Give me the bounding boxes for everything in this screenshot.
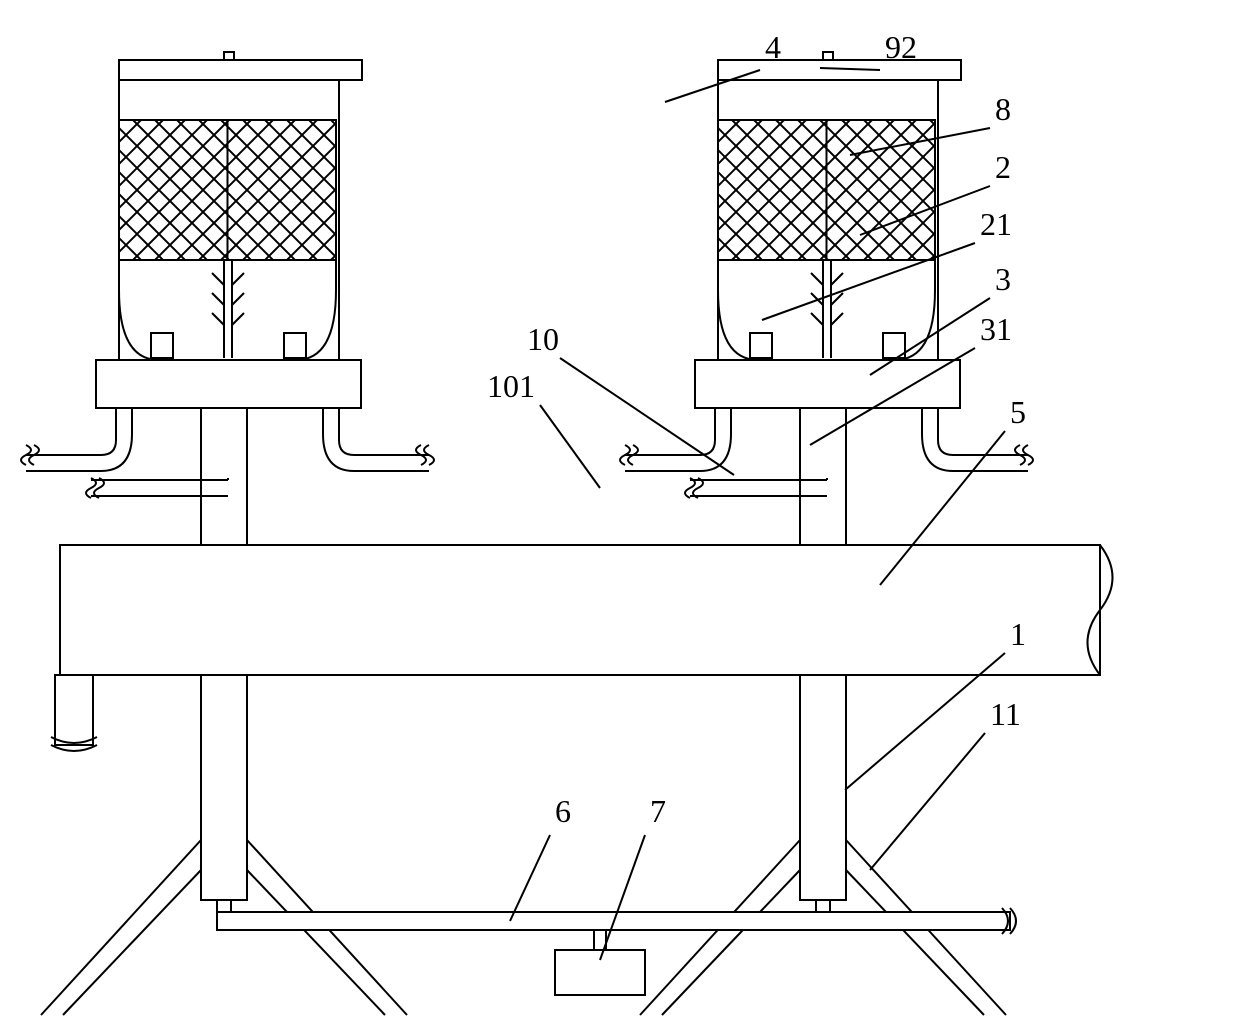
label-1: 1 <box>1010 616 1026 652</box>
label-8: 8 <box>995 91 1011 127</box>
label-7: 7 <box>650 793 666 829</box>
label-10: 10 <box>527 321 559 357</box>
label-31: 31 <box>980 311 1012 347</box>
label-11: 11 <box>990 696 1021 732</box>
label-3: 3 <box>995 261 1011 297</box>
label-21: 21 <box>980 206 1012 242</box>
label-101: 101 <box>487 368 535 404</box>
label-2: 2 <box>995 149 1011 185</box>
label-6: 6 <box>555 793 571 829</box>
label-4: 4 <box>765 29 781 65</box>
label-92: 92 <box>885 29 917 65</box>
label-5: 5 <box>1010 394 1026 430</box>
